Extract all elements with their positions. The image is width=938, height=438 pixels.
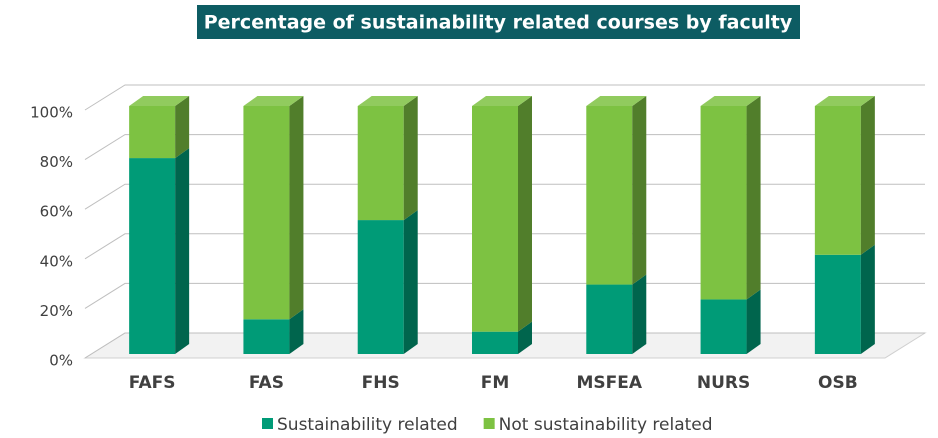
y-tick-label: 20% [40, 302, 73, 320]
bar-segment [586, 106, 633, 285]
legend-label: Sustainability related [277, 415, 458, 435]
grid-line [84, 282, 925, 309]
bar-segment [700, 299, 747, 354]
bar-segment [129, 158, 176, 354]
y-tick-label: 40% [40, 252, 73, 270]
bar-side [289, 96, 304, 320]
chart-title: Percentage of sustainability related cou… [204, 12, 793, 34]
grid-line [84, 134, 925, 161]
bar-top [472, 96, 532, 106]
bar-top [357, 96, 418, 106]
bar-segment [243, 319, 290, 354]
bar-top [700, 96, 761, 106]
x-tick-label: FHS [362, 373, 400, 393]
y-tick-label: 100% [30, 104, 73, 122]
bar-top [129, 96, 190, 106]
bar-segment [472, 331, 518, 354]
legend-swatch [262, 418, 273, 429]
grid-line [84, 84, 925, 111]
x-tick-label: FAS [249, 373, 284, 393]
bar-top [814, 96, 875, 106]
x-tick-label: MSFEA [577, 373, 643, 393]
legend-swatch [483, 418, 495, 429]
bar-segment [472, 106, 518, 332]
bar-segment [129, 106, 176, 159]
bar-side [175, 148, 190, 354]
bar-segment [357, 106, 404, 221]
grid-line [84, 183, 925, 210]
bar-side [860, 244, 875, 354]
bar-segment [243, 106, 290, 320]
bar-side [746, 289, 761, 354]
bar-side [518, 96, 532, 332]
x-tick-label: FAFS [129, 373, 176, 393]
bar-segment [700, 106, 747, 300]
bar-top [243, 96, 304, 106]
grid-line [84, 332, 925, 359]
bar-side [518, 321, 532, 354]
bar-side [632, 96, 647, 285]
x-tick-label: FM [481, 373, 510, 393]
title-box [197, 5, 800, 39]
bar-side [403, 96, 418, 221]
bar-side [403, 210, 418, 354]
x-tick-label: OSB [818, 373, 858, 393]
bar-side [175, 96, 190, 159]
bar-top [586, 96, 647, 106]
y-tick-label: 0% [49, 352, 73, 370]
x-tick-label: NURS [697, 373, 750, 393]
bar-side [632, 274, 647, 354]
y-tick-label: 80% [40, 153, 73, 171]
bar-side [860, 96, 875, 255]
bar-segment [814, 106, 861, 255]
bar-segment [814, 254, 861, 354]
bar-segment [357, 220, 404, 354]
bar-side [746, 96, 761, 300]
bar-side [289, 309, 304, 354]
bar-segment [586, 284, 633, 354]
grid-line [84, 233, 925, 260]
y-tick-label: 60% [40, 203, 73, 221]
legend-label: Not sustainability related [499, 415, 713, 435]
